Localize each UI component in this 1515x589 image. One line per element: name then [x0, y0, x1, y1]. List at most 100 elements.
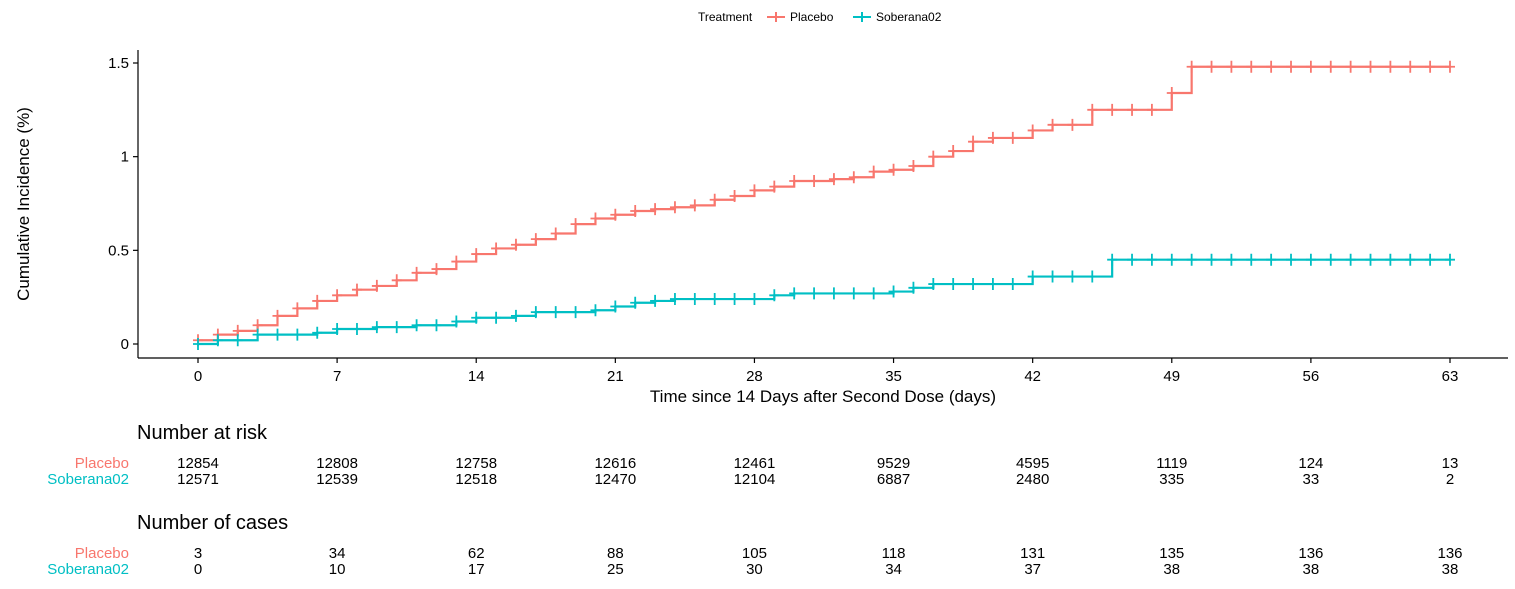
- legend-title: Treatment: [698, 10, 753, 24]
- censor-mark-placebo: [1127, 103, 1138, 116]
- censor-mark-soberana02: [1087, 270, 1098, 283]
- censor-mark-soberana02: [510, 309, 521, 322]
- risk_table-cell: 33: [1303, 471, 1320, 488]
- censor-mark-placebo: [471, 248, 482, 261]
- censor-mark-soberana02: [292, 328, 303, 341]
- censor-mark-placebo: [1107, 103, 1118, 116]
- x-tick-label: 63: [1442, 368, 1459, 385]
- censor-mark-placebo: [312, 294, 323, 307]
- risk_table-cell: 12104: [734, 471, 776, 488]
- censor-mark-soberana02: [729, 293, 740, 306]
- censor-mark-soberana02: [669, 293, 680, 306]
- legend-label-soberana02: Soberana02: [876, 10, 942, 24]
- censor-mark-placebo: [292, 302, 303, 315]
- risk_table-cell: 13: [1442, 455, 1459, 472]
- censor-mark-placebo: [1226, 60, 1237, 73]
- legend-key-placebo: [767, 12, 785, 22]
- censor-mark-placebo: [987, 131, 998, 144]
- censor-mark-soberana02: [1425, 253, 1436, 266]
- cases-table-title: Number of cases: [137, 512, 288, 534]
- legend: Treatment Placebo Soberana02: [698, 10, 942, 24]
- risk_table-cell: 12461: [734, 455, 776, 472]
- legend-label-placebo: Placebo: [790, 10, 834, 24]
- censor-mark-soberana02: [868, 287, 879, 300]
- censor-mark-placebo: [809, 175, 820, 188]
- censor-mark-placebo: [371, 279, 382, 292]
- risk_table-cell: 12616: [594, 455, 636, 472]
- censor-mark-placebo: [729, 190, 740, 203]
- censor-mark-soberana02: [1047, 270, 1058, 283]
- risk-table: Placebo 12854 12808 12758 12616 12461 9529 4595…: [47, 455, 1458, 488]
- censor-mark-placebo: [1087, 103, 1098, 116]
- censor-mark-soberana02: [431, 319, 442, 332]
- cases_table-cell: 38: [1303, 561, 1320, 578]
- censor-mark-placebo: [1047, 118, 1058, 131]
- x-tick-label: 21: [607, 368, 624, 385]
- risk_table-cell: 1119: [1156, 455, 1187, 472]
- risk_table-cell: 12854: [177, 455, 219, 472]
- censor-mark-soberana02: [1067, 270, 1078, 283]
- censor-mark-soberana02: [987, 278, 998, 291]
- cases_table-cell: 131: [1020, 545, 1045, 562]
- censor-mark-soberana02: [948, 278, 959, 291]
- censor-mark-soberana02: [828, 287, 839, 300]
- censor-mark-soberana02: [1345, 253, 1356, 266]
- censor-mark-soberana02: [630, 296, 641, 309]
- censor-mark-soberana02: [809, 287, 820, 300]
- censor-mark-placebo: [1266, 60, 1277, 73]
- censor-mark-placebo: [1146, 103, 1157, 116]
- censor-mark-placebo: [332, 289, 343, 302]
- censor-mark-soberana02: [351, 323, 362, 336]
- censor-mark-soberana02: [491, 311, 502, 324]
- censor-mark-placebo: [630, 204, 641, 217]
- censor-mark-soberana02: [471, 311, 482, 324]
- censor-mark-placebo: [1325, 60, 1336, 73]
- censor-mark-soberana02: [1405, 253, 1416, 266]
- censor-mark-placebo: [1067, 118, 1078, 131]
- censor-mark-placebo: [1345, 60, 1356, 73]
- x-tick-label: 42: [1024, 368, 1041, 385]
- censor-mark-soberana02: [1206, 253, 1217, 266]
- risk_table-cell: 12539: [316, 471, 358, 488]
- censor-mark-soberana02: [451, 315, 462, 328]
- censor-mark-soberana02: [590, 304, 601, 317]
- series-line-placebo: [198, 65, 1450, 342]
- risk_table-cell: 12571: [177, 471, 219, 488]
- censor-mark-soberana02: [1146, 253, 1157, 266]
- censor-mark-placebo: [510, 238, 521, 251]
- censor-mark-placebo: [550, 227, 561, 240]
- censor-mark-soberana02: [1305, 253, 1316, 266]
- risk_table-row-label: Soberana02: [47, 471, 129, 488]
- risk-table-title: Number at risk: [137, 422, 268, 444]
- censor-mark-placebo: [351, 283, 362, 296]
- censor-mark-placebo: [1365, 60, 1376, 73]
- censor-mark-soberana02: [1365, 253, 1376, 266]
- censor-mark-soberana02: [908, 281, 919, 294]
- risk_table-cell: 2480: [1016, 471, 1049, 488]
- censor-mark-placebo: [828, 173, 839, 186]
- censor-mark-placebo: [928, 150, 939, 163]
- censor-mark-placebo: [1445, 60, 1455, 73]
- risk_table-cell: 2: [1446, 471, 1454, 488]
- cases_table-row-label: Placebo: [75, 545, 129, 562]
- censor-mark-soberana02: [769, 289, 780, 302]
- censor-mark-placebo: [491, 242, 502, 255]
- censor-mark-placebo: [530, 233, 541, 246]
- censor-mark-placebo: [391, 274, 402, 287]
- risk_table-cell: 6887: [877, 471, 910, 488]
- censor-mark-soberana02: [332, 323, 343, 336]
- censor-mark-placebo: [1007, 131, 1018, 144]
- censor-mark-soberana02: [1445, 253, 1455, 266]
- censor-mark-soberana02: [1127, 253, 1138, 266]
- cases_table-cell: 88: [607, 545, 624, 562]
- y-tick-label: 0: [121, 336, 129, 353]
- censor-mark-placebo: [1166, 86, 1177, 99]
- censor-mark-soberana02: [252, 328, 263, 341]
- cases_table-cell: 10: [329, 561, 346, 578]
- risk_table-cell: 9529: [877, 455, 910, 472]
- censor-mark-soberana02: [1286, 253, 1297, 266]
- x-tick-label: 56: [1303, 368, 1320, 385]
- censor-mark-placebo: [968, 135, 979, 148]
- risk_table-cell: 124: [1298, 455, 1323, 472]
